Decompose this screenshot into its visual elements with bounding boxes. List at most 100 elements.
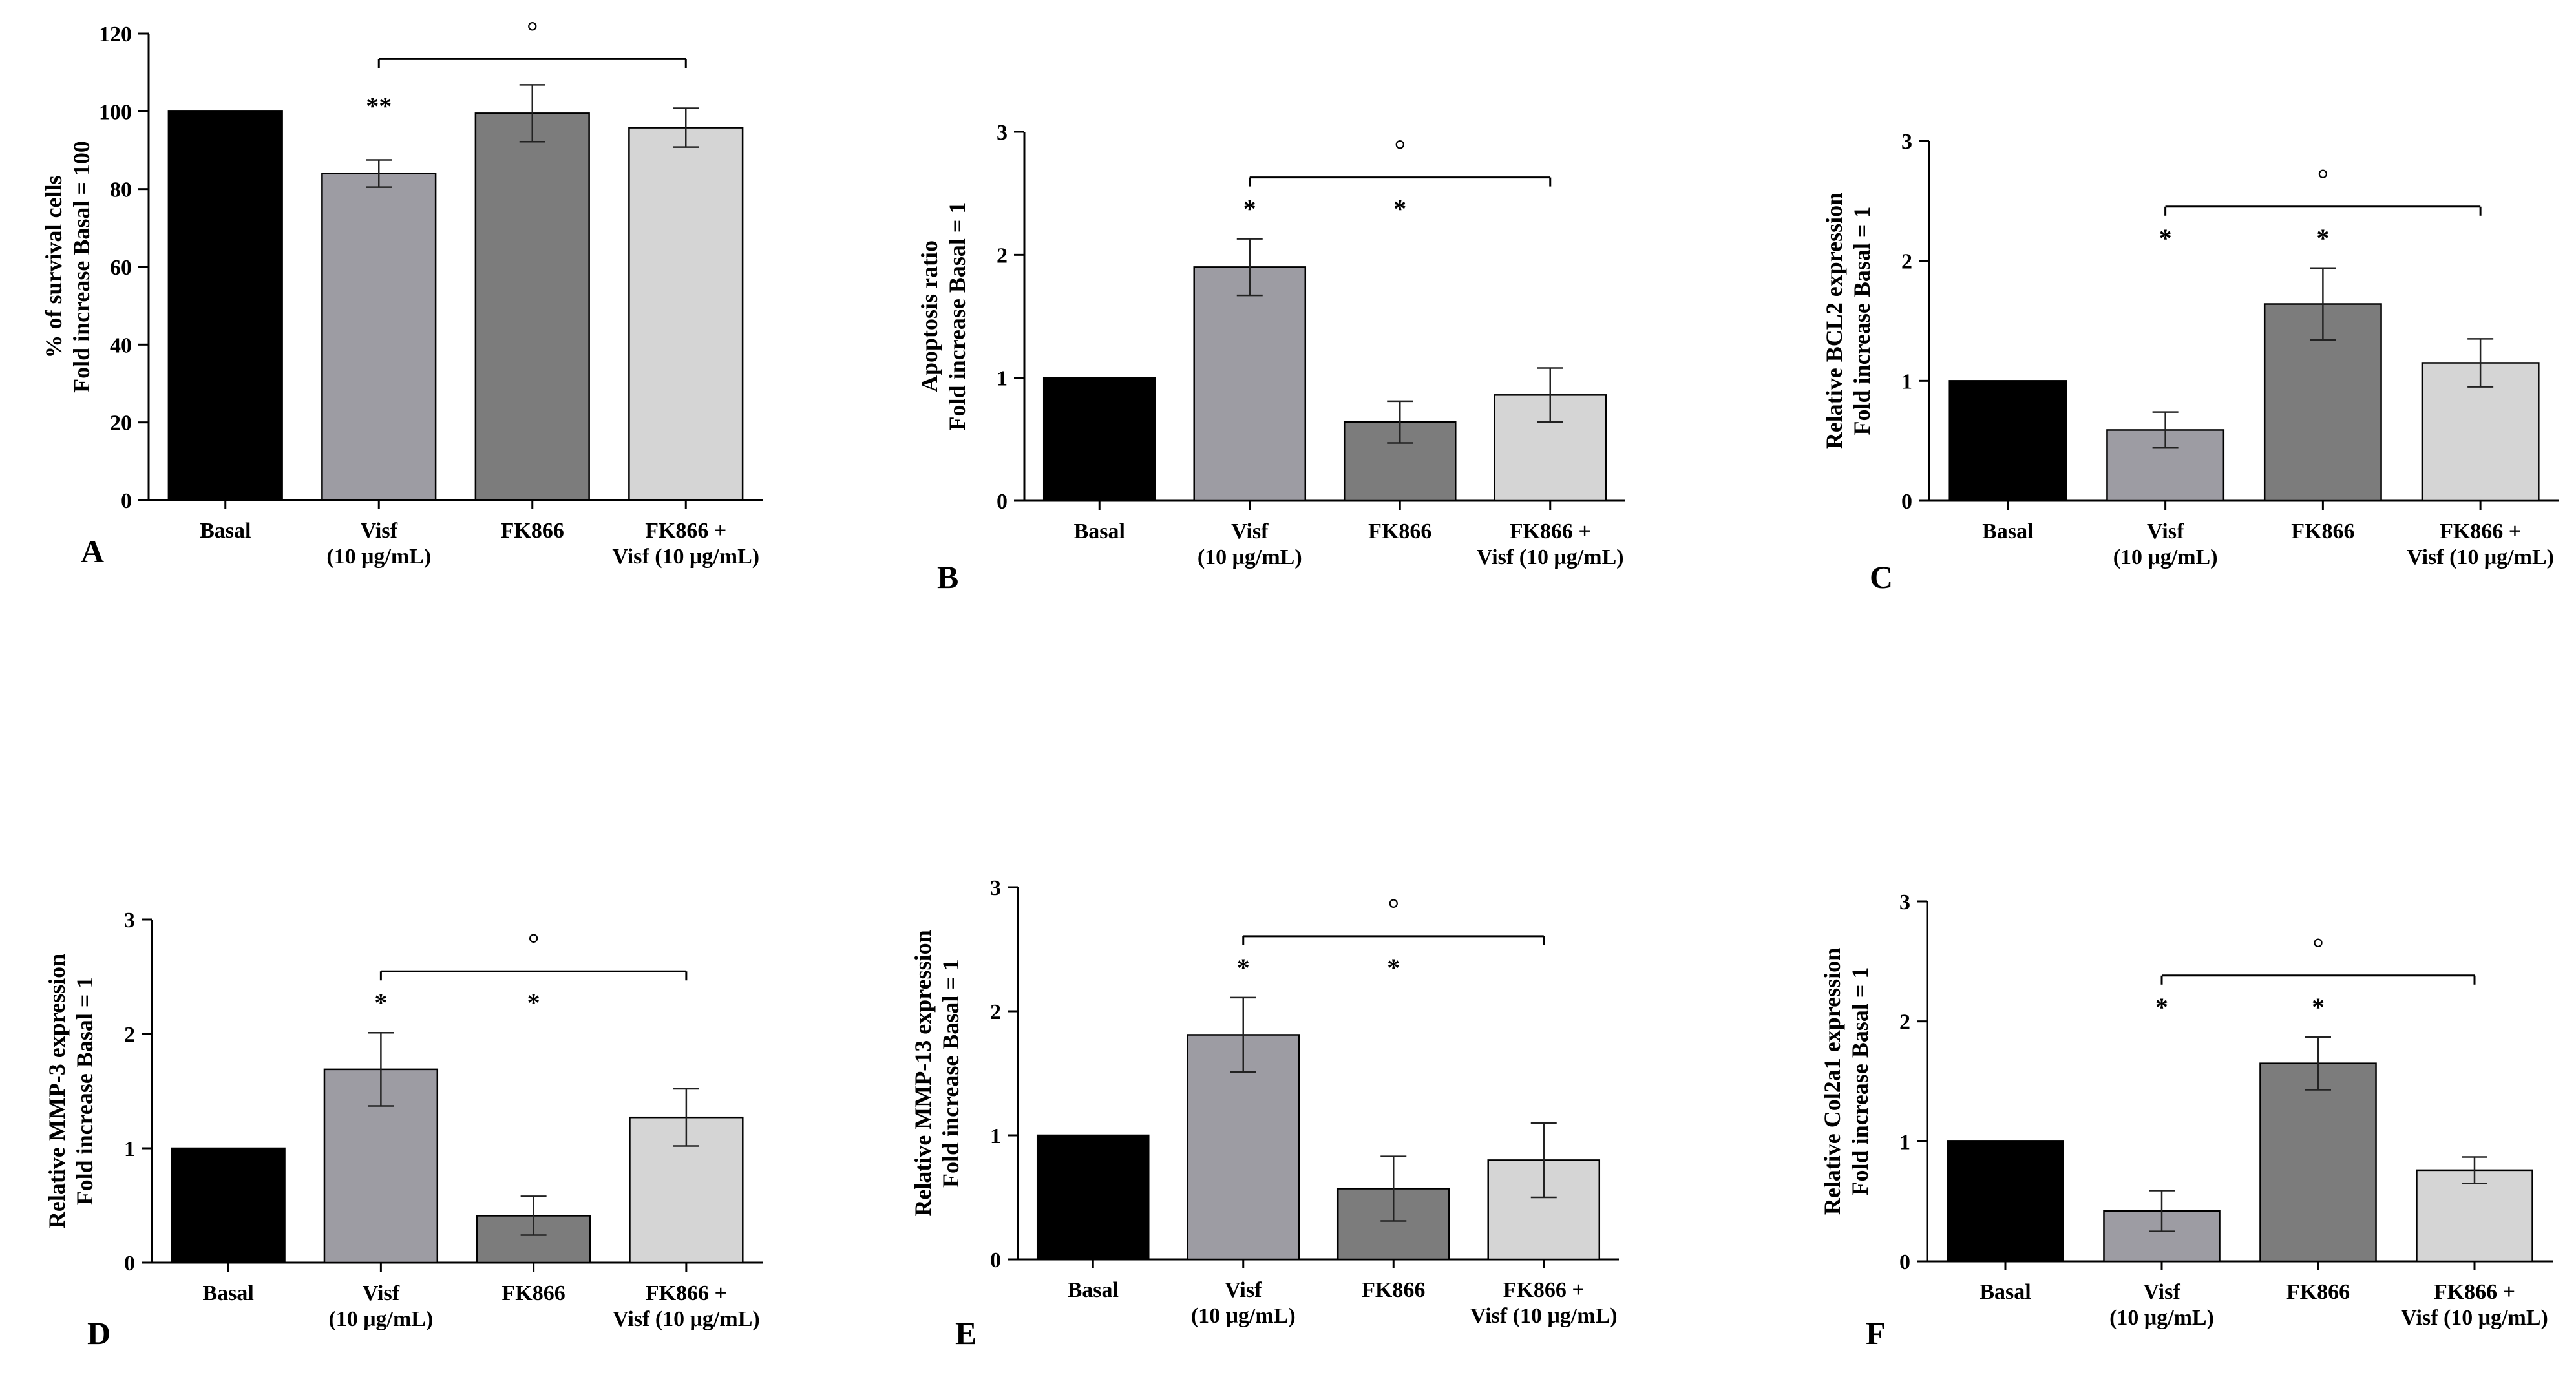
panel-letter: D	[87, 1315, 111, 1351]
y-tick-label: 120	[99, 23, 132, 47]
x-category-label: FK866	[2286, 1280, 2350, 1304]
y-axis-subtitle: Fold increase Basal = 1	[944, 202, 970, 431]
bracket-degree-symbol: °	[1388, 893, 1399, 925]
x-category-label: Visf	[1225, 1278, 1262, 1302]
significance-mark: *	[374, 988, 387, 1017]
y-axis-title: % of survival cells	[41, 176, 67, 359]
y-axis-title: Relative MMP-3 expression	[44, 954, 70, 1228]
significance-mark: *	[2312, 993, 2325, 1022]
x-category-label: Visf	[363, 1281, 400, 1305]
y-axis-title: Apoptosis ratio	[916, 240, 942, 392]
y-tick-label: 1	[1899, 1130, 1910, 1154]
y-tick-label: 3	[124, 909, 135, 932]
x-category-label: FK866	[1362, 1278, 1425, 1302]
y-tick-label: 1	[997, 367, 1008, 391]
x-category-label: FK866 +	[2440, 520, 2521, 543]
bar-3	[474, 112, 590, 501]
x-category-label: Visf (10 μg/mL)	[2407, 545, 2554, 569]
x-category-label: Basal	[202, 1281, 253, 1305]
y-tick-label: 1	[1901, 370, 1912, 394]
y-axis-title: Relative Col2a1 expression	[1819, 948, 1845, 1215]
bar-1	[1036, 1134, 1150, 1261]
y-tick-label: 60	[110, 256, 132, 280]
x-category-label: FK866	[2291, 520, 2354, 543]
y-tick-label: 3	[990, 876, 1001, 900]
y-tick-label: 1	[990, 1124, 1001, 1148]
x-category-label: Visf	[1231, 520, 1269, 543]
y-tick-label: 3	[1899, 890, 1910, 914]
bar-1	[1948, 380, 2067, 502]
y-tick-label: 2	[990, 1000, 1001, 1024]
x-category-label: (10 μg/mL)	[326, 545, 431, 569]
y-tick-label: 0	[990, 1248, 1001, 1272]
y-axis-title: Relative MMP-13 expression	[910, 930, 936, 1216]
y-tick-label: 80	[110, 178, 132, 202]
y-tick-label: 3	[997, 121, 1008, 145]
y-tick-label: 0	[1899, 1250, 1910, 1274]
x-category-label: FK866	[502, 1281, 565, 1305]
chart-panel-b: 0 1 2 3 ° * * Basal Visf(10 μg/mL) FK866 FK866 +Vi…	[916, 121, 1625, 595]
x-category-label: Basal	[1982, 520, 2033, 543]
x-category-label: Basal	[1074, 520, 1125, 543]
significance-mark: *	[527, 988, 540, 1017]
bar-2	[2103, 1210, 2221, 1263]
x-category-label: Basal	[1068, 1278, 1119, 1302]
x-category-label: FK866	[1368, 520, 1431, 543]
significance-mark: *	[1387, 953, 1400, 982]
bar-1	[1042, 377, 1156, 502]
bar-2	[321, 173, 437, 501]
chart-panel-a: 0 20 40 60 80 100 120 ° ** Basal Visf(10 μg/mL) FK8…	[41, 16, 763, 569]
x-category-label: Visf	[2143, 1280, 2180, 1304]
x-category-label: (10 μg/mL)	[328, 1307, 433, 1331]
panel-letter: C	[1870, 559, 1893, 595]
bracket-degree-symbol: °	[1394, 134, 1406, 166]
panel-letter: E	[955, 1315, 977, 1351]
y-tick-label: 2	[124, 1023, 135, 1047]
x-category-label: Visf (10 μg/mL)	[612, 545, 759, 569]
y-tick-label: 2	[1901, 250, 1912, 274]
x-category-label: (10 μg/mL)	[1198, 545, 1302, 569]
y-axis-title: Relative BCL2 expression	[1821, 193, 1847, 449]
chart-panel-c: 0 1 2 3 ° * * Basal Visf(10 μg/mL) FK866 FK866 +Vi…	[1821, 130, 2559, 595]
bar-1	[1947, 1140, 2064, 1263]
x-category-label: FK866 +	[1510, 520, 1591, 543]
bracket-degree-symbol: °	[527, 16, 538, 47]
x-category-label: FK866 +	[1503, 1278, 1585, 1302]
y-axis-subtitle: Fold increase Basal = 1	[938, 959, 964, 1188]
y-tick-label: 0	[124, 1252, 135, 1276]
x-category-label: Visf (10 μg/mL)	[2401, 1306, 2548, 1330]
y-axis-subtitle: Fold increase Basal = 1	[1847, 967, 1873, 1196]
x-category-label: (10 μg/mL)	[2109, 1306, 2214, 1330]
x-category-label: FK866 +	[645, 519, 726, 543]
significance-mark: *	[1237, 953, 1250, 982]
x-category-label: Basal	[200, 519, 251, 543]
bar-4	[2416, 1169, 2533, 1263]
significance-mark: *	[2159, 224, 2172, 253]
panel-letter: B	[937, 559, 958, 595]
y-tick-label: 20	[110, 412, 132, 436]
y-tick-label: 2	[1899, 1011, 1910, 1035]
x-category-label: Visf	[361, 519, 398, 543]
x-category-label: Visf (10 μg/mL)	[613, 1307, 760, 1331]
x-category-label: FK866 +	[2434, 1280, 2515, 1304]
bracket-degree-symbol: °	[2317, 163, 2329, 195]
x-category-label: (10 μg/mL)	[2113, 545, 2218, 569]
x-category-label: Basal	[1980, 1280, 2031, 1304]
y-tick-label: 100	[99, 100, 132, 124]
significance-mark: *	[2316, 224, 2329, 253]
chart-panel-e: 0 1 2 3 ° * * Basal Visf(10 μg/mL) FK866 FK866 +Vi…	[910, 876, 1619, 1351]
y-tick-label: 2	[997, 244, 1008, 268]
significance-mark: **	[366, 92, 392, 121]
chart-panel-f: 0 1 2 3 ° * * Basal Visf(10 μg/mL) FK866 FK866 +Vi…	[1819, 890, 2553, 1351]
x-category-label: Visf	[2147, 520, 2184, 543]
y-tick-label: 3	[1901, 130, 1912, 154]
panel-letter: A	[81, 533, 104, 569]
significance-mark: *	[1243, 194, 1256, 224]
bar-2	[1193, 266, 1307, 502]
x-category-label: FK866	[501, 519, 564, 543]
y-tick-label: 0	[997, 490, 1008, 514]
bar-1	[171, 1147, 286, 1264]
y-tick-label: 40	[110, 333, 132, 357]
y-axis-subtitle: Fold increase Basal = 100	[69, 141, 94, 393]
